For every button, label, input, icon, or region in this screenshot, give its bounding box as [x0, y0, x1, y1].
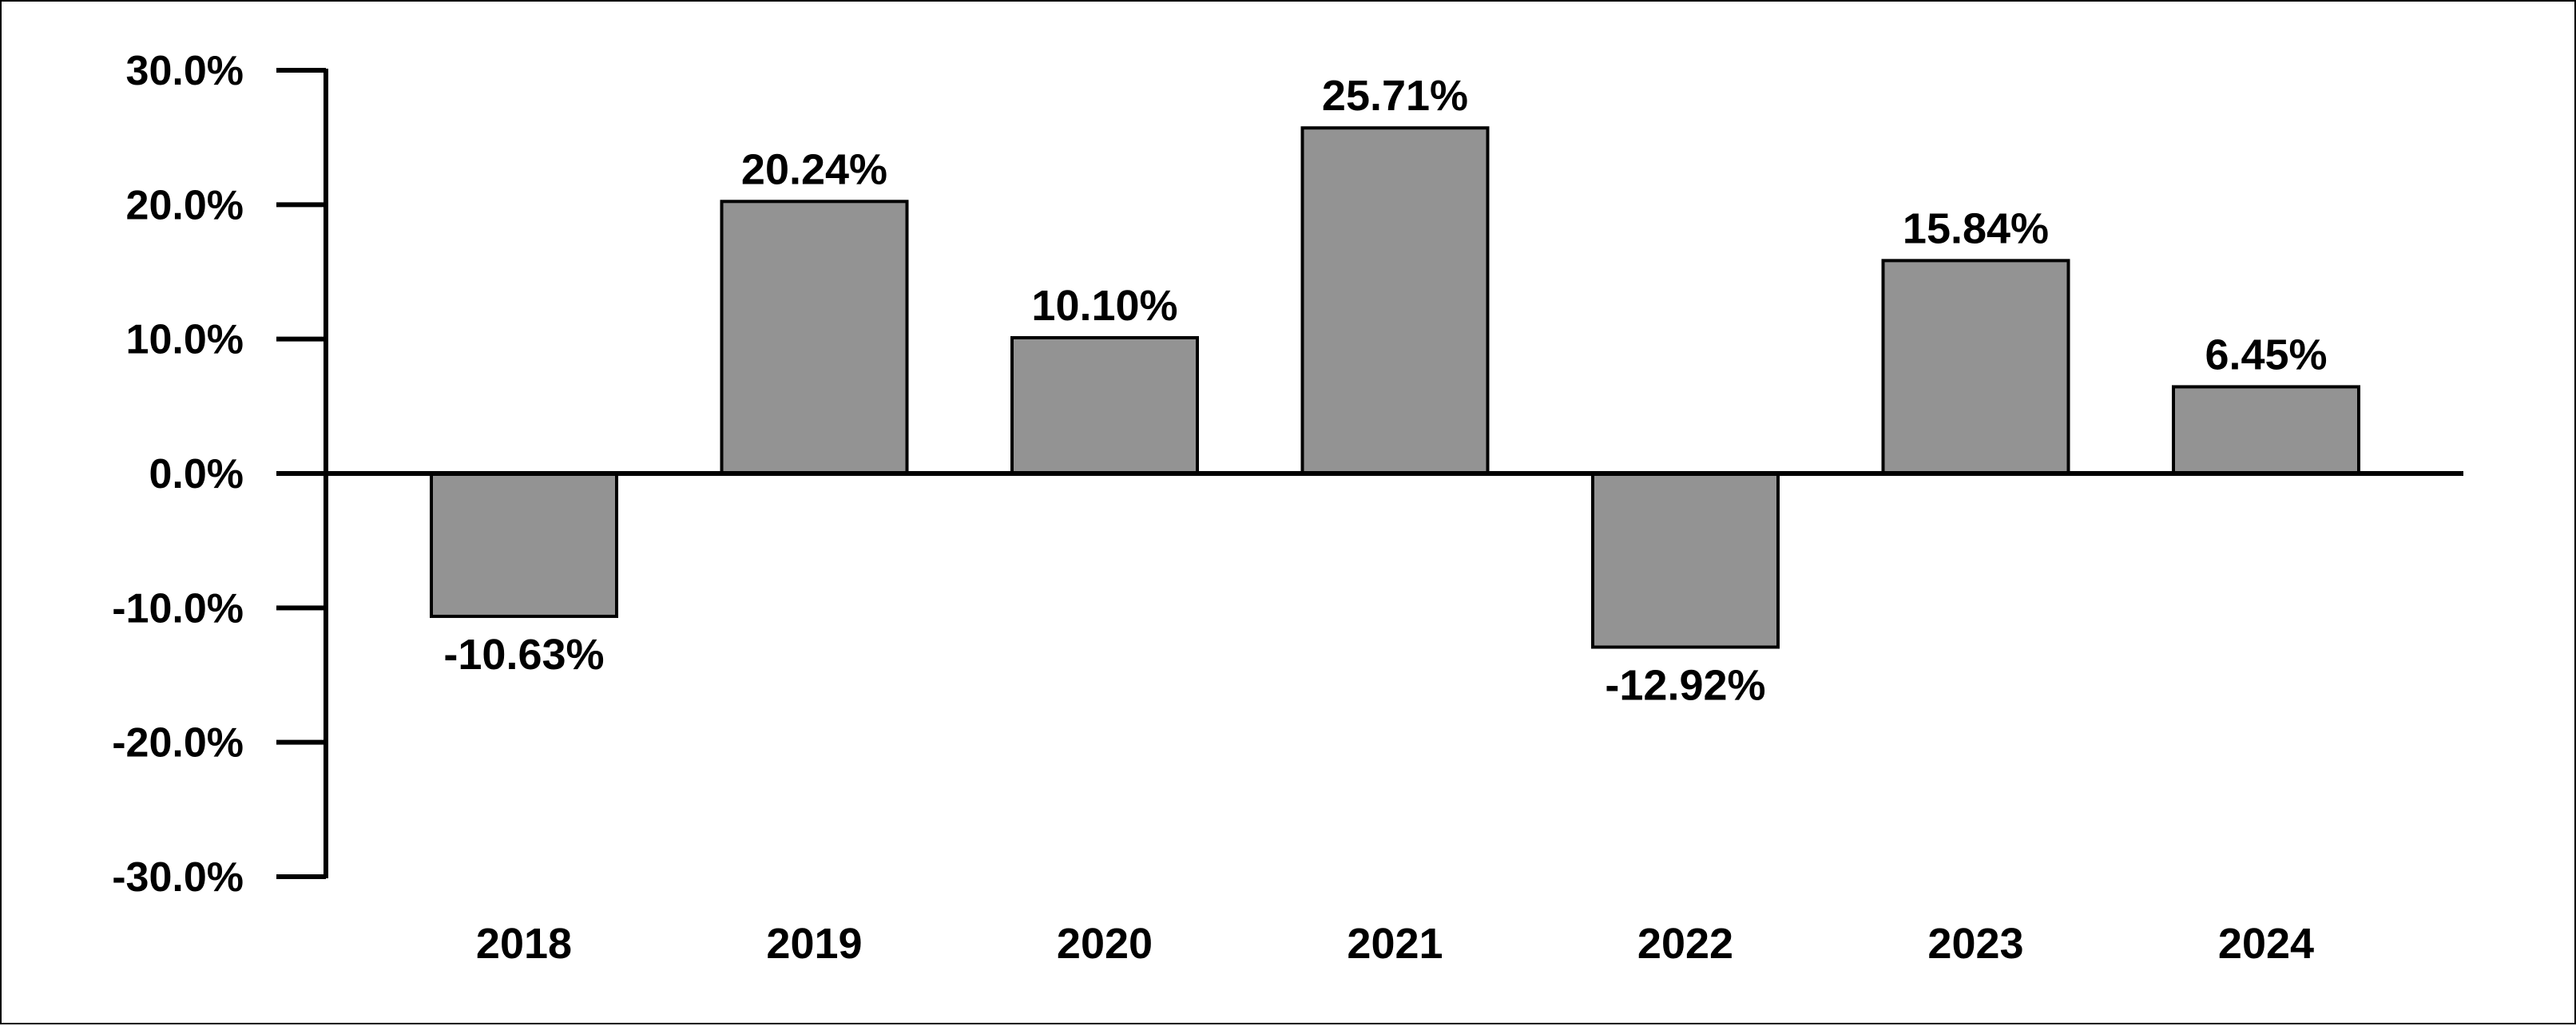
x-tick-label: 2021 [1347, 920, 1443, 968]
bar-2018 [430, 472, 618, 618]
axes-group [276, 68, 2463, 879]
data-label: 25.71% [1322, 72, 1468, 120]
x-tick-label: 2024 [2218, 920, 2314, 968]
y-tick-label: 10.0% [126, 317, 244, 363]
bar-2022 [1591, 472, 1780, 649]
data-label: -12.92% [1605, 661, 1765, 709]
x-tick-label: 2023 [1927, 920, 2023, 968]
data-label: -10.63% [443, 631, 604, 679]
data-label: 6.45% [2205, 331, 2327, 378]
x-tick-label: 2019 [766, 920, 862, 968]
bar-2019 [720, 200, 909, 475]
bar-2024 [2172, 385, 2360, 475]
data-label: 10.10% [1031, 282, 1177, 330]
bar-2023 [1881, 259, 2070, 475]
bar-2021 [1300, 126, 1490, 475]
y-tick-label: 30.0% [126, 48, 244, 94]
y-tick-label: 20.0% [126, 182, 244, 228]
bars-group [430, 126, 2360, 649]
labels-group: 30.0% 20.0% 10.0% 0.0% -10.0% -20.0% -30.0% 201… [112, 48, 2327, 968]
data-label: 20.24% [741, 145, 887, 193]
x-tick-label: 2022 [1637, 920, 1733, 968]
x-tick-label: 2020 [1057, 920, 1153, 968]
y-tick-label: 0.0% [149, 451, 244, 497]
bar-2020 [1010, 335, 1199, 475]
y-tick-label: -20.0% [112, 720, 244, 767]
x-tick-label: 2018 [476, 920, 572, 968]
y-tick-label: -10.0% [112, 585, 244, 632]
y-tick-label: -30.0% [112, 854, 244, 901]
data-label: 15.84% [1903, 204, 2049, 252]
